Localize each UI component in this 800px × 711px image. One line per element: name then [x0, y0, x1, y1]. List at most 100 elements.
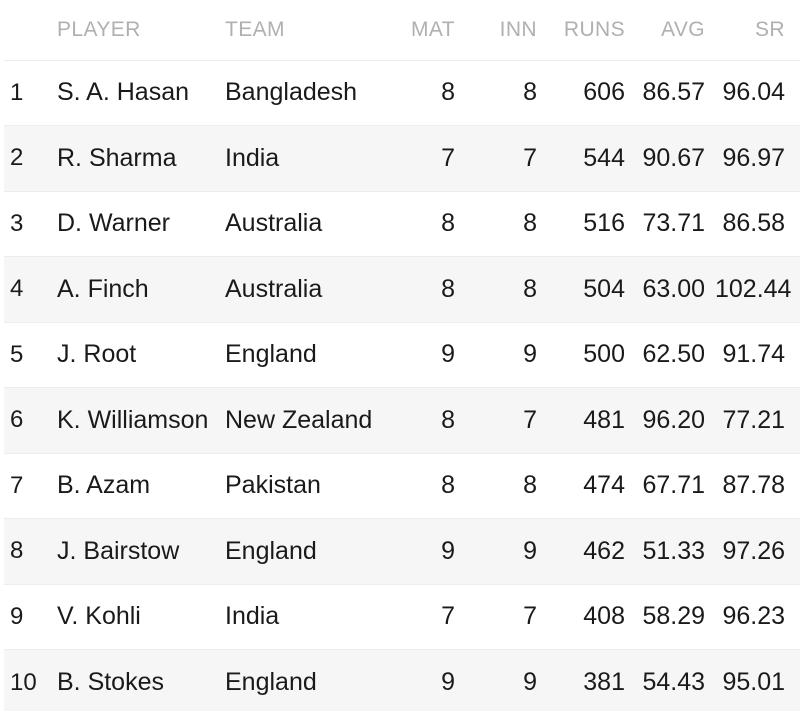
- cell-player: V. Kohli: [57, 602, 141, 631]
- cell-fours: 5: [795, 126, 800, 192]
- column-header-avg[interactable]: AVG: [635, 0, 715, 61]
- cell-runs: 500: [583, 340, 625, 369]
- cell-runs: 481: [583, 405, 625, 434]
- cell-player: A. Finch: [57, 274, 149, 303]
- cell-inn: 8: [523, 471, 537, 500]
- cell-sr: 91.74: [722, 340, 785, 369]
- cell-inn: 9: [523, 340, 537, 369]
- cell-mat: 8: [441, 405, 455, 434]
- cell-avg: 86.57: [642, 78, 705, 107]
- column-header-fours[interactable]: 4: [795, 0, 800, 61]
- cell-avg: 63.00: [642, 274, 705, 303]
- table-row[interactable]: 9 V. Kohli India 7 7 408 58.29 96.23 3: [0, 584, 800, 650]
- table-body: 1 S. A. Hasan Bangladesh 8 8 606 86.57 96.04 6 2 R…: [0, 60, 800, 711]
- cell-mat: 9: [441, 668, 455, 696]
- column-header-team[interactable]: TEAM: [215, 0, 385, 61]
- table-row[interactable]: 3 D. Warner Australia 8 8 516 73.71 86.58 4: [0, 191, 800, 257]
- cell-sr: 95.01: [722, 668, 785, 696]
- cell-runs: 462: [583, 536, 625, 565]
- cell-runs: 606: [583, 78, 625, 107]
- cell-sr: 97.26: [722, 536, 785, 565]
- cell-team: England: [225, 668, 317, 696]
- cell-fours: 5: [795, 519, 800, 585]
- table-row[interactable]: 10 B. Stokes England 9 9 381 54.43 95.01 3: [0, 649, 800, 711]
- column-header-player[interactable]: PLAYER: [47, 0, 215, 61]
- cell-rank: 2: [10, 144, 24, 172]
- table-row[interactable]: 7 B. Azam Pakistan 8 8 474 67.71 87.78 5: [0, 453, 800, 519]
- column-header-runs[interactable]: RUNS: [547, 0, 635, 61]
- column-header-rank[interactable]: [0, 0, 47, 61]
- table-row[interactable]: 6 K. Williamson New Zealand 8 7 481 96.20 77.21…: [0, 387, 800, 454]
- cell-avg: 67.71: [642, 471, 705, 500]
- column-header-inn[interactable]: INN: [465, 0, 547, 61]
- cell-rank: 6: [10, 406, 24, 434]
- cell-sr: 77.21: [722, 405, 785, 434]
- cell-rank: 7: [10, 471, 24, 499]
- table-row[interactable]: 2 R. Sharma India 7 7 544 90.67 96.97 5: [0, 125, 800, 192]
- column-header-sr[interactable]: SR: [715, 0, 795, 61]
- cell-runs: 474: [583, 471, 625, 500]
- cell-sr: 87.78: [722, 471, 785, 500]
- table-header: PLAYER TEAM MAT INN RUNS AVG SR 4: [0, 0, 800, 61]
- cell-player: K. Williamson: [57, 405, 209, 434]
- cell-runs: 408: [583, 602, 625, 631]
- cell-inn: 7: [523, 602, 537, 631]
- cell-inn: 9: [523, 536, 537, 565]
- cell-avg: 62.50: [642, 340, 705, 369]
- cell-mat: 7: [441, 602, 455, 631]
- header-row: PLAYER TEAM MAT INN RUNS AVG SR 4: [0, 0, 800, 61]
- cell-runs: 516: [583, 209, 625, 238]
- cell-inn: 7: [523, 405, 537, 434]
- cell-avg: 58.29: [642, 602, 705, 631]
- cell-inn: 8: [523, 78, 537, 107]
- cell-runs: 544: [583, 143, 625, 172]
- cell-fours: 4: [795, 388, 800, 454]
- cell-team: England: [225, 536, 317, 565]
- cell-fours: 3: [795, 584, 800, 650]
- cell-fours: 4: [795, 322, 800, 388]
- cell-team: England: [225, 340, 317, 369]
- cell-sr: 102.44: [715, 274, 792, 303]
- cell-player: B. Stokes: [57, 668, 164, 696]
- cell-sr: 96.23: [722, 602, 785, 631]
- cell-avg: 90.67: [642, 143, 705, 172]
- cell-team: Bangladesh: [225, 78, 358, 107]
- cell-fours: 6: [795, 60, 800, 126]
- cell-runs: 504: [583, 274, 625, 303]
- cell-team: Australia: [225, 209, 323, 238]
- cell-mat: 8: [441, 209, 455, 238]
- table-row[interactable]: 5 J. Root England 9 9 500 62.50 91.74 4: [0, 322, 800, 388]
- cell-rank: 5: [10, 340, 24, 368]
- cell-team: Australia: [225, 274, 323, 303]
- cell-sr: 86.58: [722, 209, 785, 238]
- cell-inn: 9: [523, 668, 537, 696]
- cell-mat: 8: [441, 274, 455, 303]
- cell-mat: 8: [441, 78, 455, 107]
- cell-player: R. Sharma: [57, 143, 177, 172]
- cell-fours: 4: [795, 191, 800, 257]
- cell-sr: 96.97: [722, 143, 785, 172]
- cell-fours: 4: [795, 257, 800, 323]
- cell-player: S. A. Hasan: [57, 78, 190, 107]
- cell-player: J. Root: [57, 340, 137, 369]
- table-row[interactable]: 1 S. A. Hasan Bangladesh 8 8 606 86.57 96.04 6: [0, 60, 800, 126]
- table-row[interactable]: 8 J. Bairstow England 9 9 462 51.33 97.26 5: [0, 518, 800, 585]
- cell-team: India: [225, 602, 280, 631]
- cell-rank: 8: [10, 537, 24, 565]
- column-header-mat[interactable]: MAT: [385, 0, 465, 61]
- cell-player: B. Azam: [57, 471, 151, 500]
- cell-mat: 8: [441, 471, 455, 500]
- cell-player: J. Bairstow: [57, 536, 180, 565]
- cell-inn: 7: [523, 143, 537, 172]
- cell-player: D. Warner: [57, 209, 170, 238]
- cell-avg: 96.20: [642, 405, 705, 434]
- cell-rank: 4: [10, 275, 24, 303]
- cell-rank: 9: [10, 602, 24, 630]
- cell-avg: 54.43: [642, 668, 705, 696]
- cell-team: India: [225, 143, 280, 172]
- cell-rank: 1: [10, 78, 24, 106]
- cell-inn: 8: [523, 209, 537, 238]
- cell-sr: 96.04: [722, 78, 785, 107]
- cell-mat: 9: [441, 536, 455, 565]
